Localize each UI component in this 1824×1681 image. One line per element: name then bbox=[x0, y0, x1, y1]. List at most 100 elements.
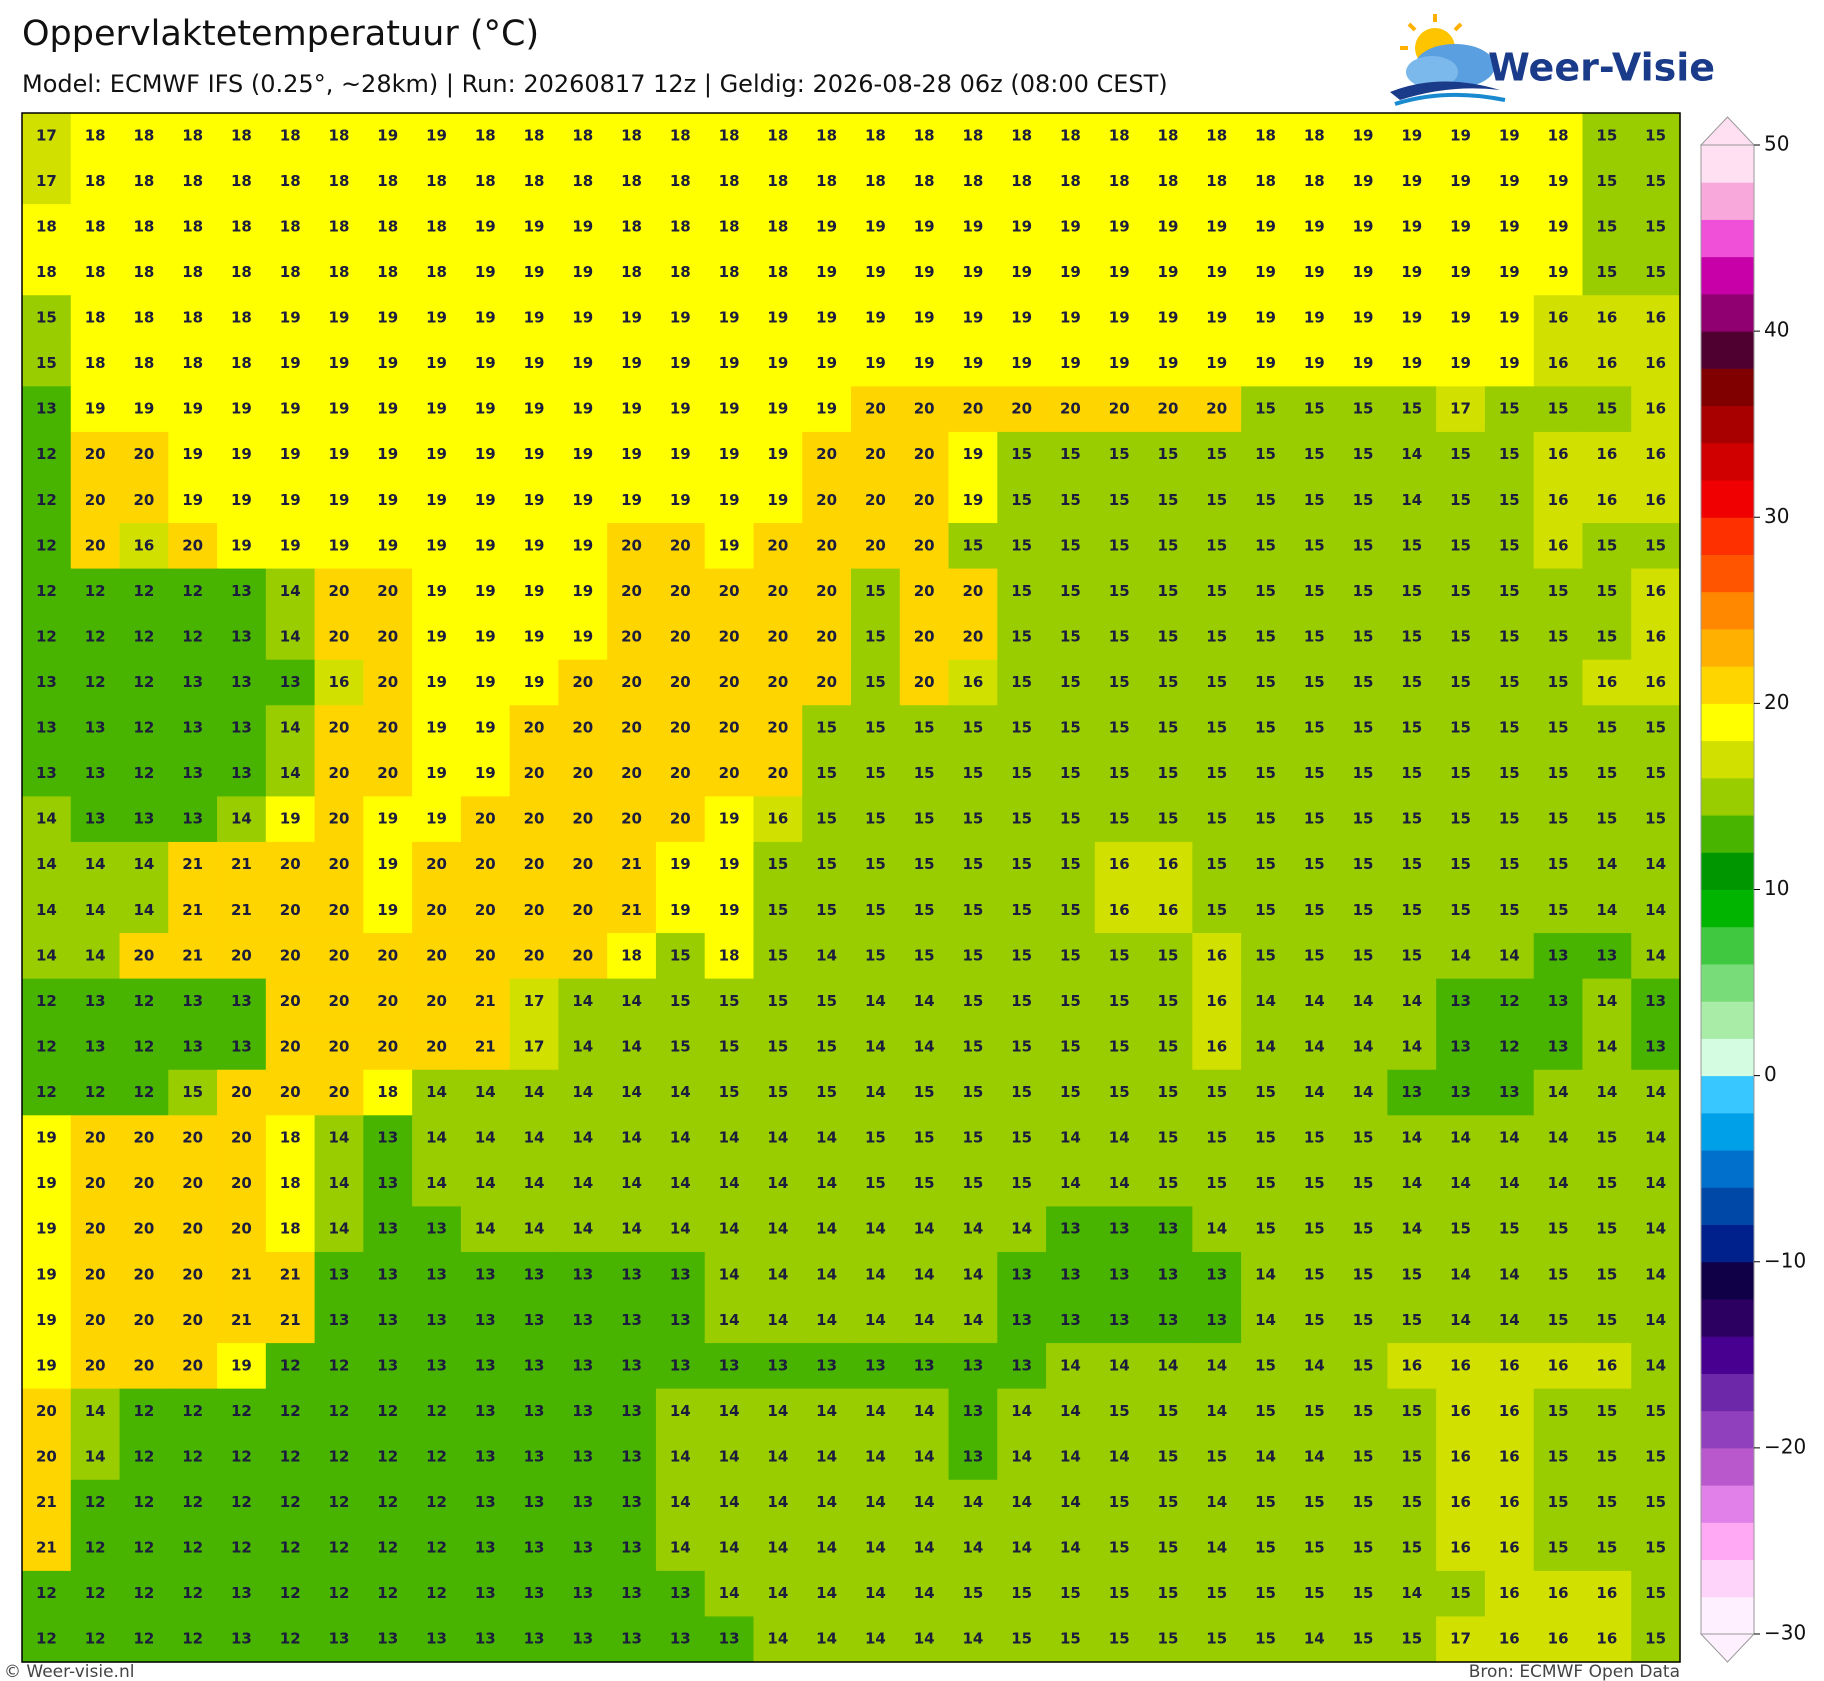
temperature-label: 18 bbox=[231, 126, 252, 144]
temperature-cell bbox=[1582, 249, 1632, 296]
temperature-label: 13 bbox=[182, 673, 203, 691]
temperature-label: 15 bbox=[1060, 445, 1081, 463]
temperature-label: 20 bbox=[475, 946, 496, 964]
temperature-label: 14 bbox=[816, 1539, 837, 1557]
temperature-label: 14 bbox=[1060, 1539, 1081, 1557]
temperature-cell bbox=[22, 887, 72, 934]
temperature-cell bbox=[1436, 933, 1486, 980]
temperature-cell bbox=[1484, 204, 1535, 251]
temperature-cell bbox=[1094, 1206, 1145, 1253]
temperature-label: 15 bbox=[1353, 445, 1374, 463]
temperature-cell bbox=[1143, 1297, 1193, 1344]
temperature-label: 20 bbox=[85, 1265, 106, 1283]
temperature-label: 13 bbox=[1060, 1220, 1081, 1238]
temperature-cell bbox=[1289, 1388, 1340, 1435]
temperature-cell bbox=[509, 249, 560, 296]
temperature-cell bbox=[460, 523, 511, 570]
temperature-cell bbox=[851, 523, 901, 570]
temperature-cell bbox=[1094, 204, 1145, 251]
colorbar-band bbox=[1701, 1001, 1754, 1039]
temperature-cell bbox=[1387, 1069, 1437, 1116]
colorbar-band bbox=[1701, 963, 1754, 1002]
temperature-cell bbox=[363, 113, 413, 160]
temperature-label: 19 bbox=[475, 764, 496, 782]
temperature-cell bbox=[363, 295, 413, 342]
temperature-label: 19 bbox=[767, 354, 788, 372]
temperature-label: 15 bbox=[1206, 810, 1227, 828]
temperature-label: 18 bbox=[85, 263, 106, 281]
temperature-label: 20 bbox=[670, 764, 691, 782]
temperature-cell bbox=[948, 1343, 998, 1390]
colorbar-band bbox=[1701, 1373, 1754, 1412]
temperature-label: 19 bbox=[133, 400, 154, 418]
temperature-label: 15 bbox=[1645, 536, 1666, 554]
temperature-cell bbox=[509, 933, 560, 980]
temperature-cell bbox=[1387, 887, 1437, 934]
temperature-cell bbox=[1241, 614, 1291, 661]
temperature-cell bbox=[70, 523, 121, 570]
temperature-cell bbox=[802, 750, 852, 797]
temperature-cell bbox=[119, 477, 169, 524]
temperature-cell bbox=[412, 1388, 462, 1435]
temperature-label: 13 bbox=[962, 1447, 983, 1465]
temperature-label: 20 bbox=[280, 855, 301, 873]
temperature-cell bbox=[70, 340, 121, 387]
temperature-label: 13 bbox=[1011, 1356, 1032, 1374]
temperature-cell bbox=[1338, 1251, 1389, 1299]
footer-left: © Weer-visie.nl bbox=[4, 1662, 134, 1681]
temperature-label: 15 bbox=[1206, 1584, 1227, 1602]
temperature-label: 13 bbox=[329, 1311, 350, 1329]
temperature-cell bbox=[1338, 113, 1389, 160]
temperature-cell bbox=[1631, 1024, 1681, 1071]
temperature-label: 15 bbox=[1353, 491, 1374, 509]
temperature-label: 15 bbox=[1450, 445, 1471, 463]
temperature-cell bbox=[948, 1024, 998, 1071]
temperature-label: 12 bbox=[377, 1402, 398, 1420]
temperature-cell bbox=[217, 796, 267, 843]
temperature-cell bbox=[997, 386, 1047, 433]
temperature-cell bbox=[314, 796, 364, 843]
temperature-cell bbox=[265, 841, 316, 889]
temperature-label: 13 bbox=[719, 1630, 740, 1648]
temperature-cell bbox=[851, 295, 901, 342]
temperature-cell bbox=[363, 841, 413, 889]
temperature-label: 14 bbox=[865, 1083, 886, 1101]
temperature-cell bbox=[1094, 705, 1145, 752]
temperature-label: 15 bbox=[767, 1083, 788, 1101]
temperature-cell bbox=[1094, 1069, 1145, 1116]
temperature-cell bbox=[1289, 523, 1340, 570]
temperature-cell bbox=[948, 568, 998, 615]
temperature-cell bbox=[997, 113, 1047, 160]
temperature-label: 15 bbox=[1255, 1584, 1276, 1602]
temperature-label: 15 bbox=[1011, 719, 1032, 737]
temperature-cell bbox=[1582, 431, 1632, 479]
colorbar-band bbox=[1701, 926, 1754, 965]
temperature-cell bbox=[70, 249, 121, 296]
temperature-label: 14 bbox=[1304, 1083, 1325, 1101]
temperature-label: 15 bbox=[1011, 1174, 1032, 1192]
temperature-cell bbox=[1143, 113, 1193, 160]
temperature-cell bbox=[1338, 477, 1389, 524]
temperature-label: 13 bbox=[524, 1265, 545, 1283]
temperature-label: 19 bbox=[1158, 263, 1179, 281]
temperature-label: 15 bbox=[865, 1174, 886, 1192]
temperature-label: 20 bbox=[865, 445, 886, 463]
temperature-label: 14 bbox=[767, 1174, 788, 1192]
temperature-cell bbox=[217, 113, 267, 160]
temperature-label: 13 bbox=[475, 1402, 496, 1420]
temperature-label: 15 bbox=[816, 1037, 837, 1055]
temperature-cell bbox=[22, 933, 72, 980]
temperature-cell bbox=[1338, 1434, 1389, 1481]
temperature-cell bbox=[1143, 1160, 1193, 1208]
colorbar-band bbox=[1701, 628, 1754, 667]
temperature-label: 20 bbox=[133, 445, 154, 463]
temperature-label: 14 bbox=[767, 1129, 788, 1147]
temperature-label: 15 bbox=[1304, 1584, 1325, 1602]
temperature-cell bbox=[1143, 523, 1193, 570]
temperature-cell bbox=[948, 1251, 998, 1299]
temperature-label: 15 bbox=[962, 764, 983, 782]
temperature-label: 14 bbox=[36, 946, 57, 964]
temperature-cell bbox=[899, 1069, 950, 1116]
temperature-cell bbox=[314, 386, 364, 433]
temperature-label: 15 bbox=[1548, 582, 1569, 600]
